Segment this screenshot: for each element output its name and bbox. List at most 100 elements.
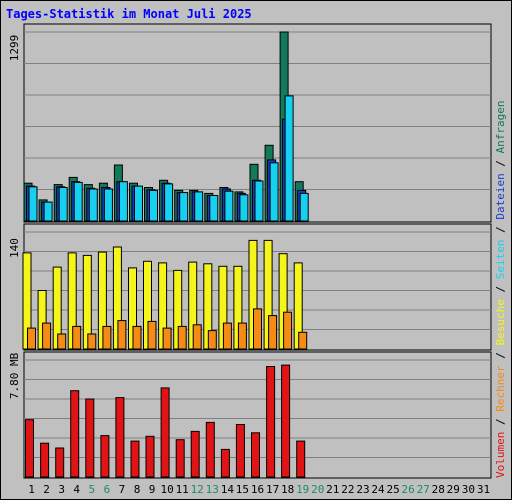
bar-seiten-day-9 <box>149 189 158 222</box>
bar-rechner-day-2 <box>42 322 52 350</box>
bar-volumen-day-8 <box>130 440 140 478</box>
x-tick-label-day-25: 25 <box>386 483 399 496</box>
x-tick-label-day-16: 16 <box>251 483 264 496</box>
legend-separator: / <box>494 153 507 173</box>
bar-seiten-day-17 <box>269 162 279 222</box>
x-tick-label-day-31: 31 <box>477 483 490 496</box>
bar-seiten-day-4 <box>73 181 83 222</box>
bar-rechner-day-14 <box>222 322 232 350</box>
legend-item-besuche: Besuche <box>494 299 507 345</box>
bar-seiten-day-1 <box>28 186 38 222</box>
x-tick-label-day-23: 23 <box>356 483 369 496</box>
bar-rechner-day-19 <box>298 331 308 350</box>
y-max-label: 140 <box>8 238 21 258</box>
bar-volumen-day-18 <box>281 364 291 478</box>
x-tick-label-day-14: 14 <box>221 483 235 496</box>
bar-seiten-day-19 <box>299 192 309 222</box>
x-tick-label-day-3: 3 <box>58 483 65 496</box>
x-tick-label-day-12: 12 <box>191 483 204 496</box>
x-tick-label-day-4: 4 <box>73 483 80 496</box>
bar-rechner-day-4 <box>72 325 82 350</box>
bar-rechner-day-6 <box>102 325 112 350</box>
x-tick-label-day-18: 18 <box>281 483 294 496</box>
panel-visits: 140 <box>8 223 492 351</box>
bar-seiten-day-18 <box>284 95 294 222</box>
x-tick-label-day-28: 28 <box>432 483 445 496</box>
legend-separator: / <box>494 220 507 240</box>
legend-separator: / <box>494 279 507 299</box>
bar-seiten-day-8 <box>134 185 143 222</box>
x-tick-label-day-8: 8 <box>134 483 141 496</box>
x-tick-label-day-1: 1 <box>28 483 35 496</box>
x-tick-label-day-26: 26 <box>401 483 414 496</box>
bar-rechner-day-17 <box>268 315 278 350</box>
bar-rechner-day-8 <box>132 325 142 350</box>
bar-volumen-day-14 <box>220 448 230 478</box>
bar-seiten-day-14 <box>224 190 234 222</box>
bar-seiten-day-5 <box>88 188 98 222</box>
bar-volumen-day-10 <box>160 387 170 478</box>
bar-seiten-day-15 <box>239 194 249 222</box>
bar-volumen-day-1 <box>25 419 34 478</box>
legend-item-rechner: Rechner <box>494 365 507 412</box>
bar-rechner-day-5 <box>87 333 97 350</box>
bar-rechner-day-9 <box>147 320 157 350</box>
bar-rechner-day-15 <box>237 322 247 350</box>
x-tick-label-day-17: 17 <box>266 483 279 496</box>
bar-volumen-day-13 <box>205 421 215 478</box>
bar-rechner-day-10 <box>162 327 172 350</box>
bar-volumen-day-3 <box>55 447 65 478</box>
x-tick-label-day-6: 6 <box>104 483 111 496</box>
bar-seiten-day-16 <box>254 180 264 222</box>
bar-rechner-day-18 <box>283 311 293 350</box>
x-tick-label-day-21: 21 <box>326 483 339 496</box>
legend-item-volumen: Volumen <box>494 432 507 478</box>
x-tick-label-day-30: 30 <box>462 483 475 496</box>
x-tick-label-day-7: 7 <box>119 483 126 496</box>
bar-volumen-day-19 <box>296 440 306 478</box>
x-tick-label-day-24: 24 <box>371 483 385 496</box>
bar-rechner-day-1 <box>27 327 36 350</box>
bar-volumen-day-2 <box>40 442 50 478</box>
bar-volumen-day-9 <box>145 435 155 478</box>
legend-item-seiten: Seiten <box>494 240 507 280</box>
bar-rechner-day-11 <box>177 325 187 350</box>
bar-rechner-day-12 <box>192 324 202 350</box>
x-tick-label-day-2: 2 <box>43 483 50 496</box>
y-max-label: 7.80 MB <box>8 352 21 399</box>
x-tick-label-day-27: 27 <box>417 483 430 496</box>
bar-seiten-day-7 <box>118 181 128 222</box>
bar-volumen-day-17 <box>266 366 276 478</box>
x-tick-label-day-9: 9 <box>149 483 156 496</box>
bar-volumen-day-16 <box>251 432 260 478</box>
bar-rechner-day-16 <box>253 308 262 350</box>
bar-seiten-day-2 <box>43 201 53 222</box>
bar-volumen-day-15 <box>235 424 245 478</box>
bar-volumen-day-11 <box>175 439 185 478</box>
x-tick-label-day-13: 13 <box>206 483 219 496</box>
x-tick-label-day-22: 22 <box>341 483 354 496</box>
bar-seiten-day-12 <box>194 191 204 222</box>
bar-volumen-day-4 <box>70 390 80 478</box>
x-tick-label-day-19: 19 <box>296 483 309 496</box>
x-tick-label-day-10: 10 <box>160 483 173 496</box>
legend-item-dateien: Dateien <box>494 173 507 219</box>
legend: Volumen / Rechner / Besuche / Seiten / D… <box>494 100 507 478</box>
x-tick-label-day-29: 29 <box>447 483 460 496</box>
y-max-label: 1299 <box>8 35 21 62</box>
x-tick-label-day-5: 5 <box>88 483 95 496</box>
legend-separator: / <box>494 346 507 366</box>
x-tick-label-day-15: 15 <box>236 483 249 496</box>
bar-volumen-day-5 <box>85 398 95 478</box>
bar-seiten-day-3 <box>58 187 68 222</box>
bar-seiten-day-11 <box>179 192 189 222</box>
chart-title: Tages-Statistik im Monat Juli 2025 <box>6 7 252 21</box>
panel-volume: 7.80 MB <box>8 351 492 479</box>
legend-item-anfragen: Anfragen <box>494 100 507 153</box>
x-tick-label-day-11: 11 <box>176 483 189 496</box>
bar-volumen-day-6 <box>100 435 110 478</box>
bar-seiten-day-10 <box>164 183 174 222</box>
bar-volumen-day-12 <box>190 430 200 478</box>
bar-rechner-day-3 <box>57 333 67 350</box>
